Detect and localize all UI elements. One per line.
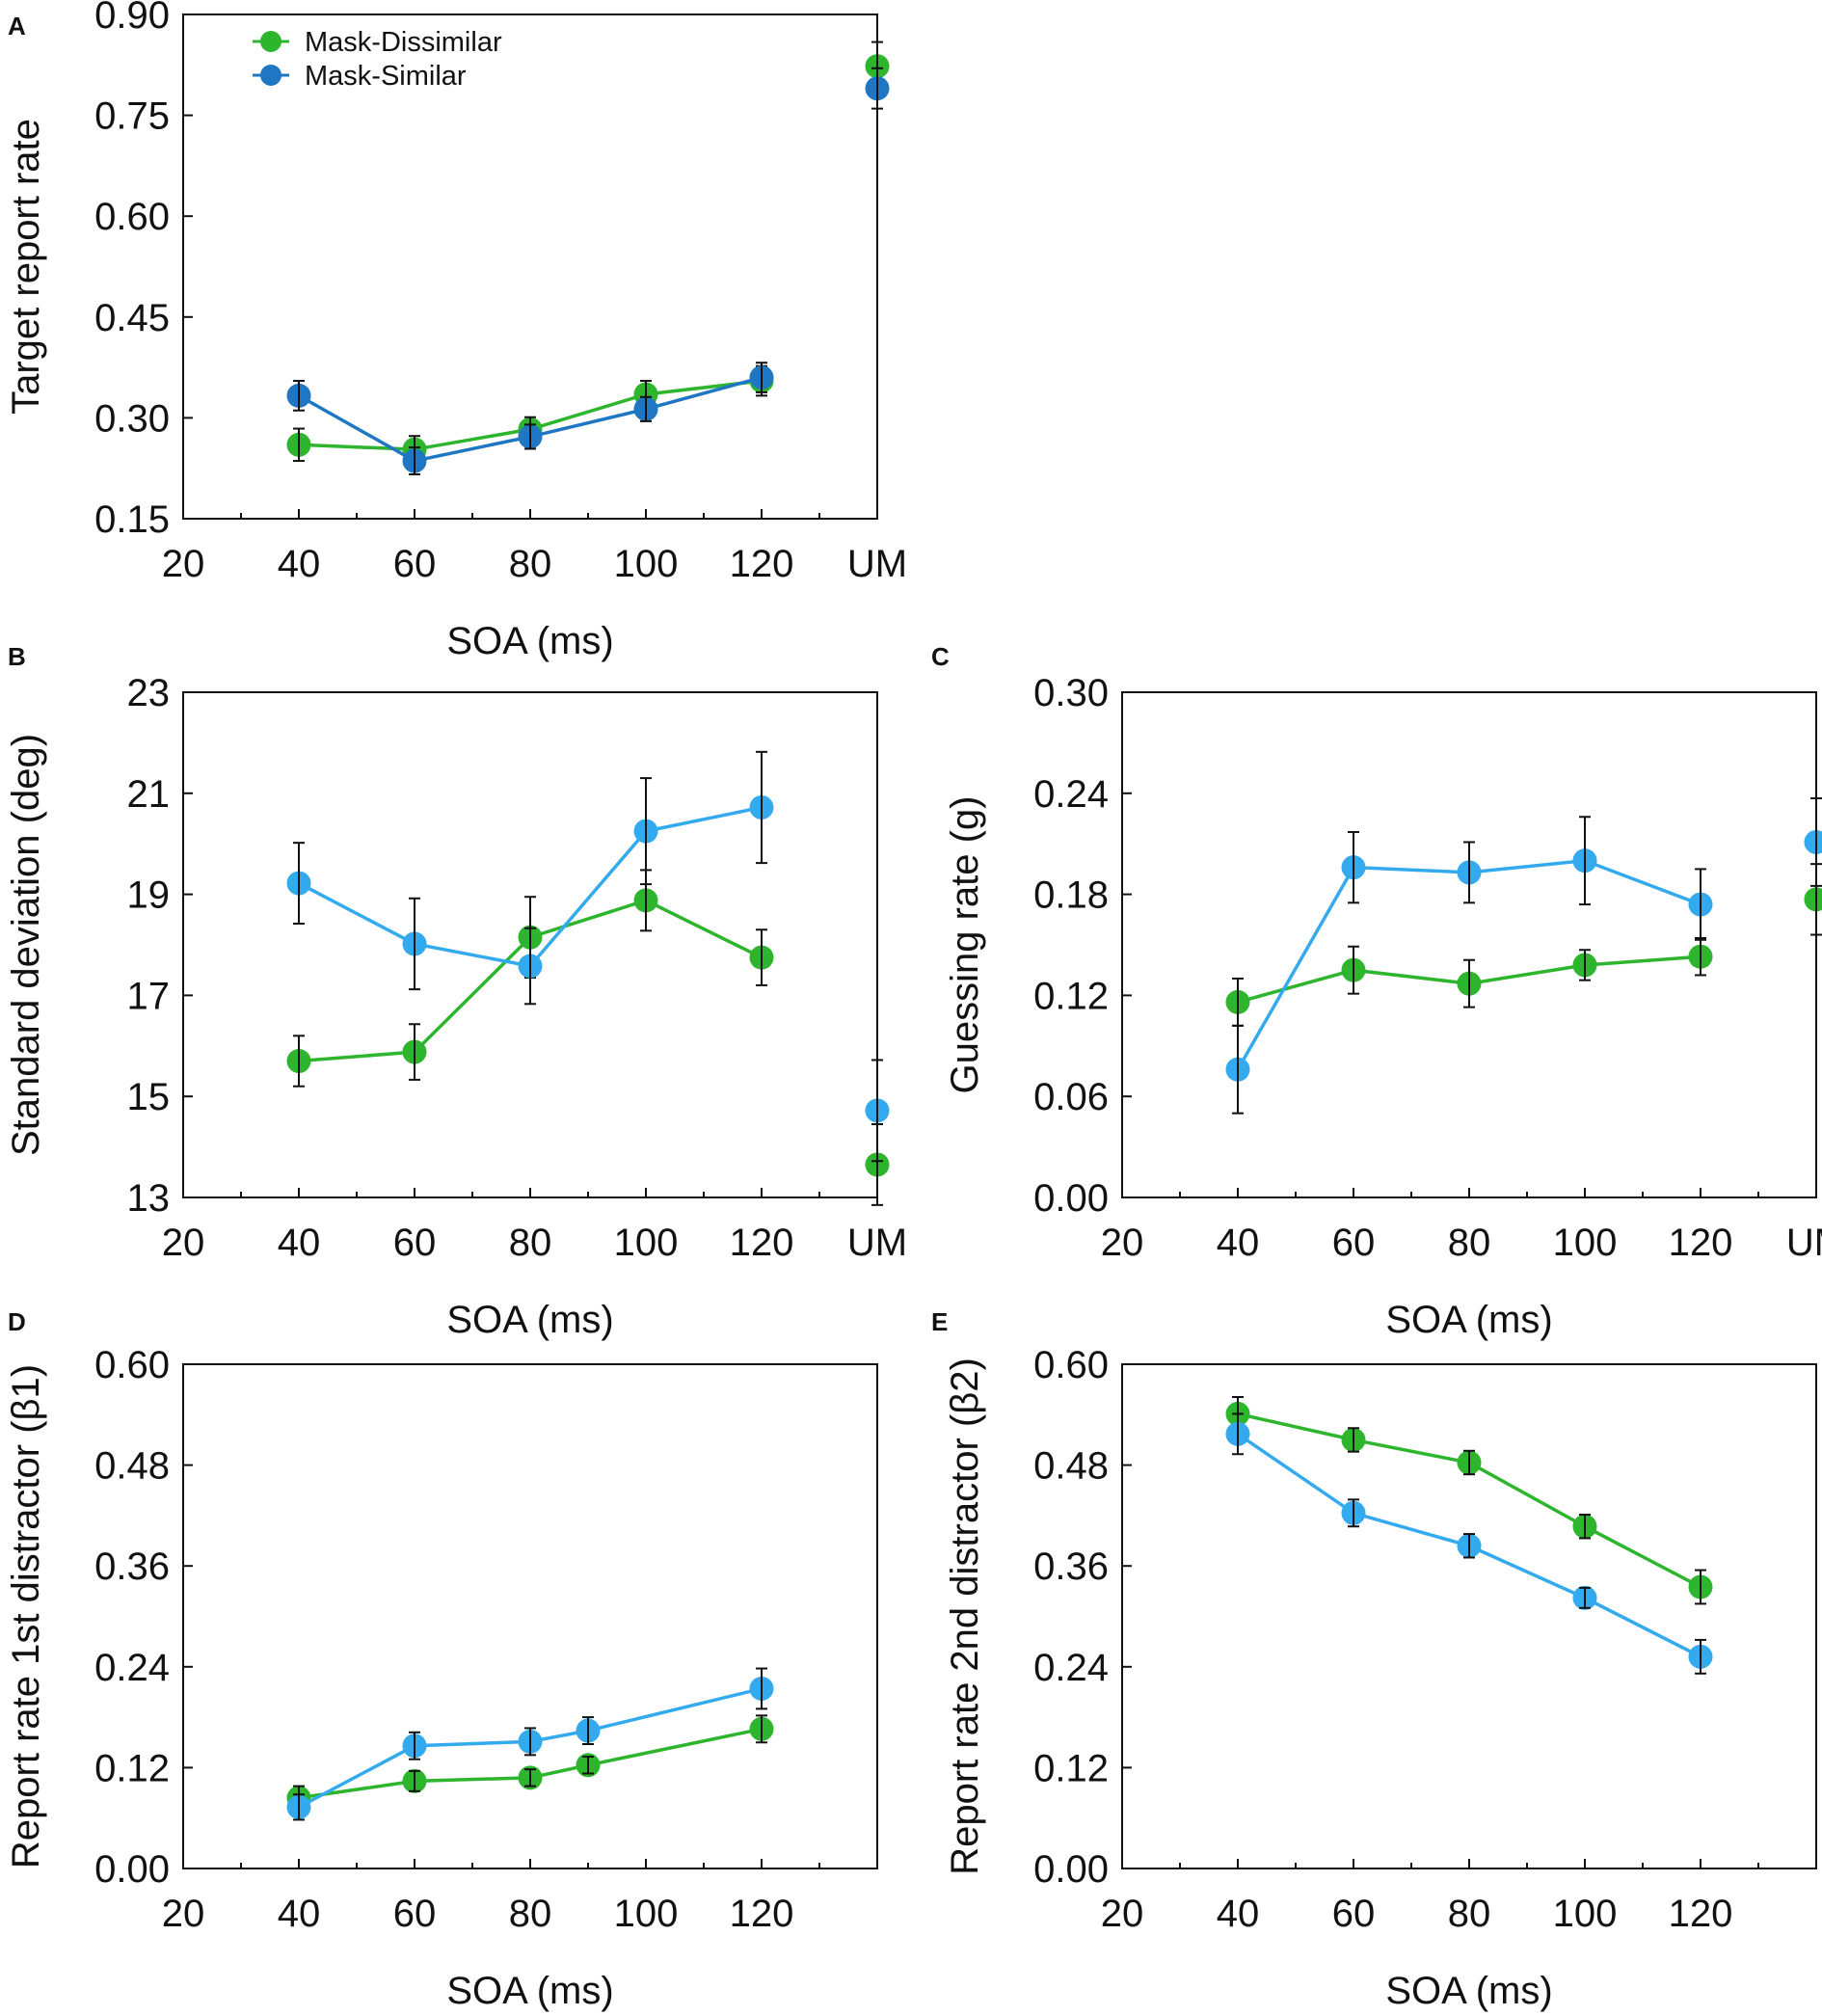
panel-c-chart: 0.00 0.06 0.12 0.18 0.24 0.30 20 40 60 80 100 120 UM…: [944, 672, 1822, 1341]
panel-c-xtick-label: 40: [1217, 1222, 1260, 1264]
panel-a-ytick-label: 0.15: [94, 498, 170, 541]
panel-b-xtick-label: 40: [278, 1222, 321, 1264]
panel-a-ytick-label: 0.30: [94, 397, 170, 440]
panel-b-xtick-label: 120: [730, 1222, 794, 1264]
panel-e-ytick-label: 0.12: [1033, 1747, 1109, 1789]
panel-e-ytick-label: 0.60: [1033, 1344, 1109, 1386]
panel-e-frame: [1121, 1363, 1817, 1869]
panel-e-ytick-label: 0.36: [1033, 1546, 1109, 1588]
panel-letter-e: E: [931, 1307, 948, 1336]
panel-e-xtick-label: 80: [1448, 1893, 1491, 1935]
panel-a-ytick-label: 0.45: [94, 297, 170, 339]
panel-b-xtick-label: UM: [847, 1222, 907, 1264]
panel-d-ytick-label: 0.00: [94, 1848, 170, 1891]
panel-a-xtick-label: 80: [509, 543, 552, 585]
panel-d-xtick-label: 80: [509, 1893, 552, 1935]
panel-a-xtick-label: 100: [614, 543, 679, 585]
legend: Mask-Dissimilar Mask-Similar: [253, 27, 502, 92]
panel-c-ytick-label: 0.00: [1033, 1177, 1109, 1220]
panel-c-xtick-label: 100: [1553, 1222, 1618, 1264]
panel-b-y-axis-label: Standard deviation (deg): [5, 734, 47, 1156]
panel-c-ytick-label: 0.24: [1033, 773, 1109, 816]
panel-a-xtick-label: 20: [162, 543, 205, 585]
panel-c-mask-dissimilar-point: [1804, 887, 1822, 912]
legend-label-mask-similar: Mask-Similar: [305, 61, 467, 92]
panel-d-xtick-label: 40: [278, 1893, 321, 1935]
panel-c-xtick-label: UM: [1786, 1222, 1822, 1264]
panel-a-x-axis-label: SOA (ms): [446, 620, 613, 662]
panel-a-ytick-label: 0.90: [94, 0, 170, 37]
panel-letter-d: D: [8, 1307, 26, 1336]
panel-b-x-axis-label: SOA (ms): [446, 1299, 613, 1341]
panel-d-frame: [182, 1363, 878, 1869]
panel-d-xtick-label: 120: [730, 1893, 794, 1935]
panel-e-ytick-label: 0.24: [1033, 1647, 1109, 1689]
panel-c-xtick-label: 120: [1669, 1222, 1733, 1264]
panel-b-xtick-label: 100: [614, 1222, 679, 1264]
panel-c-y-axis-label: Guessing rate (g): [944, 795, 986, 1093]
panel-b-xtick-label: 80: [509, 1222, 552, 1264]
panel-e-x-axis-label: SOA (ms): [1385, 1970, 1552, 2012]
panel-c-frame: [1121, 691, 1817, 1198]
panel-c-ytick-label: 0.18: [1033, 874, 1109, 917]
panel-b-xtick-label: 60: [393, 1222, 437, 1264]
panel-e-xtick-label: 60: [1332, 1893, 1376, 1935]
panel-e-chart: 0.00 0.12 0.24 0.36 0.48 0.60 20 40 60 80 100 120 SO…: [944, 1344, 1817, 2012]
panel-letter-a: A: [8, 12, 26, 40]
panel-b-ytick-label: 23: [127, 672, 171, 714]
panel-b-ytick-label: 21: [127, 773, 171, 816]
legend-marker-mask-dissimilar: [260, 31, 281, 52]
legend-label-mask-dissimilar: Mask-Dissimilar: [305, 27, 502, 58]
panel-b-ytick-label: 19: [127, 874, 171, 917]
panel-c-ytick-label: 0.06: [1033, 1076, 1109, 1118]
panel-letter-c: C: [931, 642, 950, 671]
panel-c-xtick-label: 20: [1101, 1222, 1144, 1264]
panel-e-xtick-label: 100: [1553, 1893, 1618, 1935]
panel-a-xtick-label: 40: [278, 543, 321, 585]
panel-e-ytick-label: 0.48: [1033, 1445, 1109, 1488]
panel-a-y-axis-label: Target report rate: [5, 119, 47, 415]
panel-c-xtick-label: 60: [1332, 1222, 1376, 1264]
panel-e-ytick-label: 0.00: [1033, 1848, 1109, 1891]
panel-e-mask-dissimilar-line: [1237, 1411, 1701, 1589]
panel-a-ytick-label: 0.75: [94, 95, 170, 138]
panel-d-xtick-label: 20: [162, 1893, 205, 1935]
panel-d-chart: 0.00 0.12 0.24 0.36 0.48 0.60 20 40 60 80 100 120 SO…: [5, 1344, 878, 2012]
panel-d-x-axis-label: SOA (ms): [446, 1970, 613, 2012]
panel-b-ytick-label: 13: [127, 1177, 171, 1220]
panel-c-mask-similar-point: [1804, 829, 1822, 854]
panel-c-ytick-label: 0.30: [1033, 672, 1109, 714]
panel-d-xtick-label: 60: [393, 1893, 437, 1935]
panel-d-ytick-label: 0.48: [94, 1445, 170, 1488]
panel-d-ytick-label: 0.24: [94, 1647, 170, 1689]
legend-entry-mask-dissimilar: Mask-Dissimilar: [253, 27, 502, 58]
panel-letter-b: B: [8, 642, 26, 671]
panel-c-ytick-label: 0.12: [1033, 975, 1109, 1017]
panel-d-ytick-label: 0.12: [94, 1747, 170, 1789]
panel-d-ytick-label: 0.36: [94, 1546, 170, 1588]
panel-a-xtick-label: 60: [393, 543, 437, 585]
panel-d-ytick-label: 0.60: [94, 1344, 170, 1386]
panel-c-xtick-label: 80: [1448, 1222, 1491, 1264]
panel-b-ytick-label: 15: [127, 1076, 171, 1118]
panel-d-xtick-label: 100: [614, 1893, 679, 1935]
panel-b-chart: 13 15 17 19 21 23 20 40 60 80 100 120 UM SOA (ms) Stan…: [5, 672, 907, 1341]
panel-a-chart: 0.15 0.30 0.45 0.60 0.75 0.90 20 40 60 80 100 120 UM…: [5, 0, 907, 662]
panel-a-ytick-label: 0.60: [94, 196, 170, 238]
panel-b-ytick-label: 17: [127, 975, 171, 1017]
panel-a-xtick-label: 120: [730, 543, 794, 585]
legend-entry-mask-similar: Mask-Similar: [253, 61, 467, 92]
panel-e-xtick-label: 20: [1101, 1893, 1144, 1935]
panel-a-xtick-label: UM: [847, 543, 907, 585]
panel-d-y-axis-label: Report rate 1st distractor (β1): [5, 1364, 47, 1868]
panel-c-x-axis-label: SOA (ms): [1385, 1299, 1552, 1341]
panel-b-xtick-label: 20: [162, 1222, 205, 1264]
legend-marker-mask-similar: [260, 65, 281, 86]
panel-e-xtick-label: 120: [1669, 1893, 1733, 1935]
panel-e-y-axis-label: Report rate 2nd distractor (β2): [944, 1357, 986, 1875]
panel-e-xtick-label: 40: [1217, 1893, 1260, 1935]
